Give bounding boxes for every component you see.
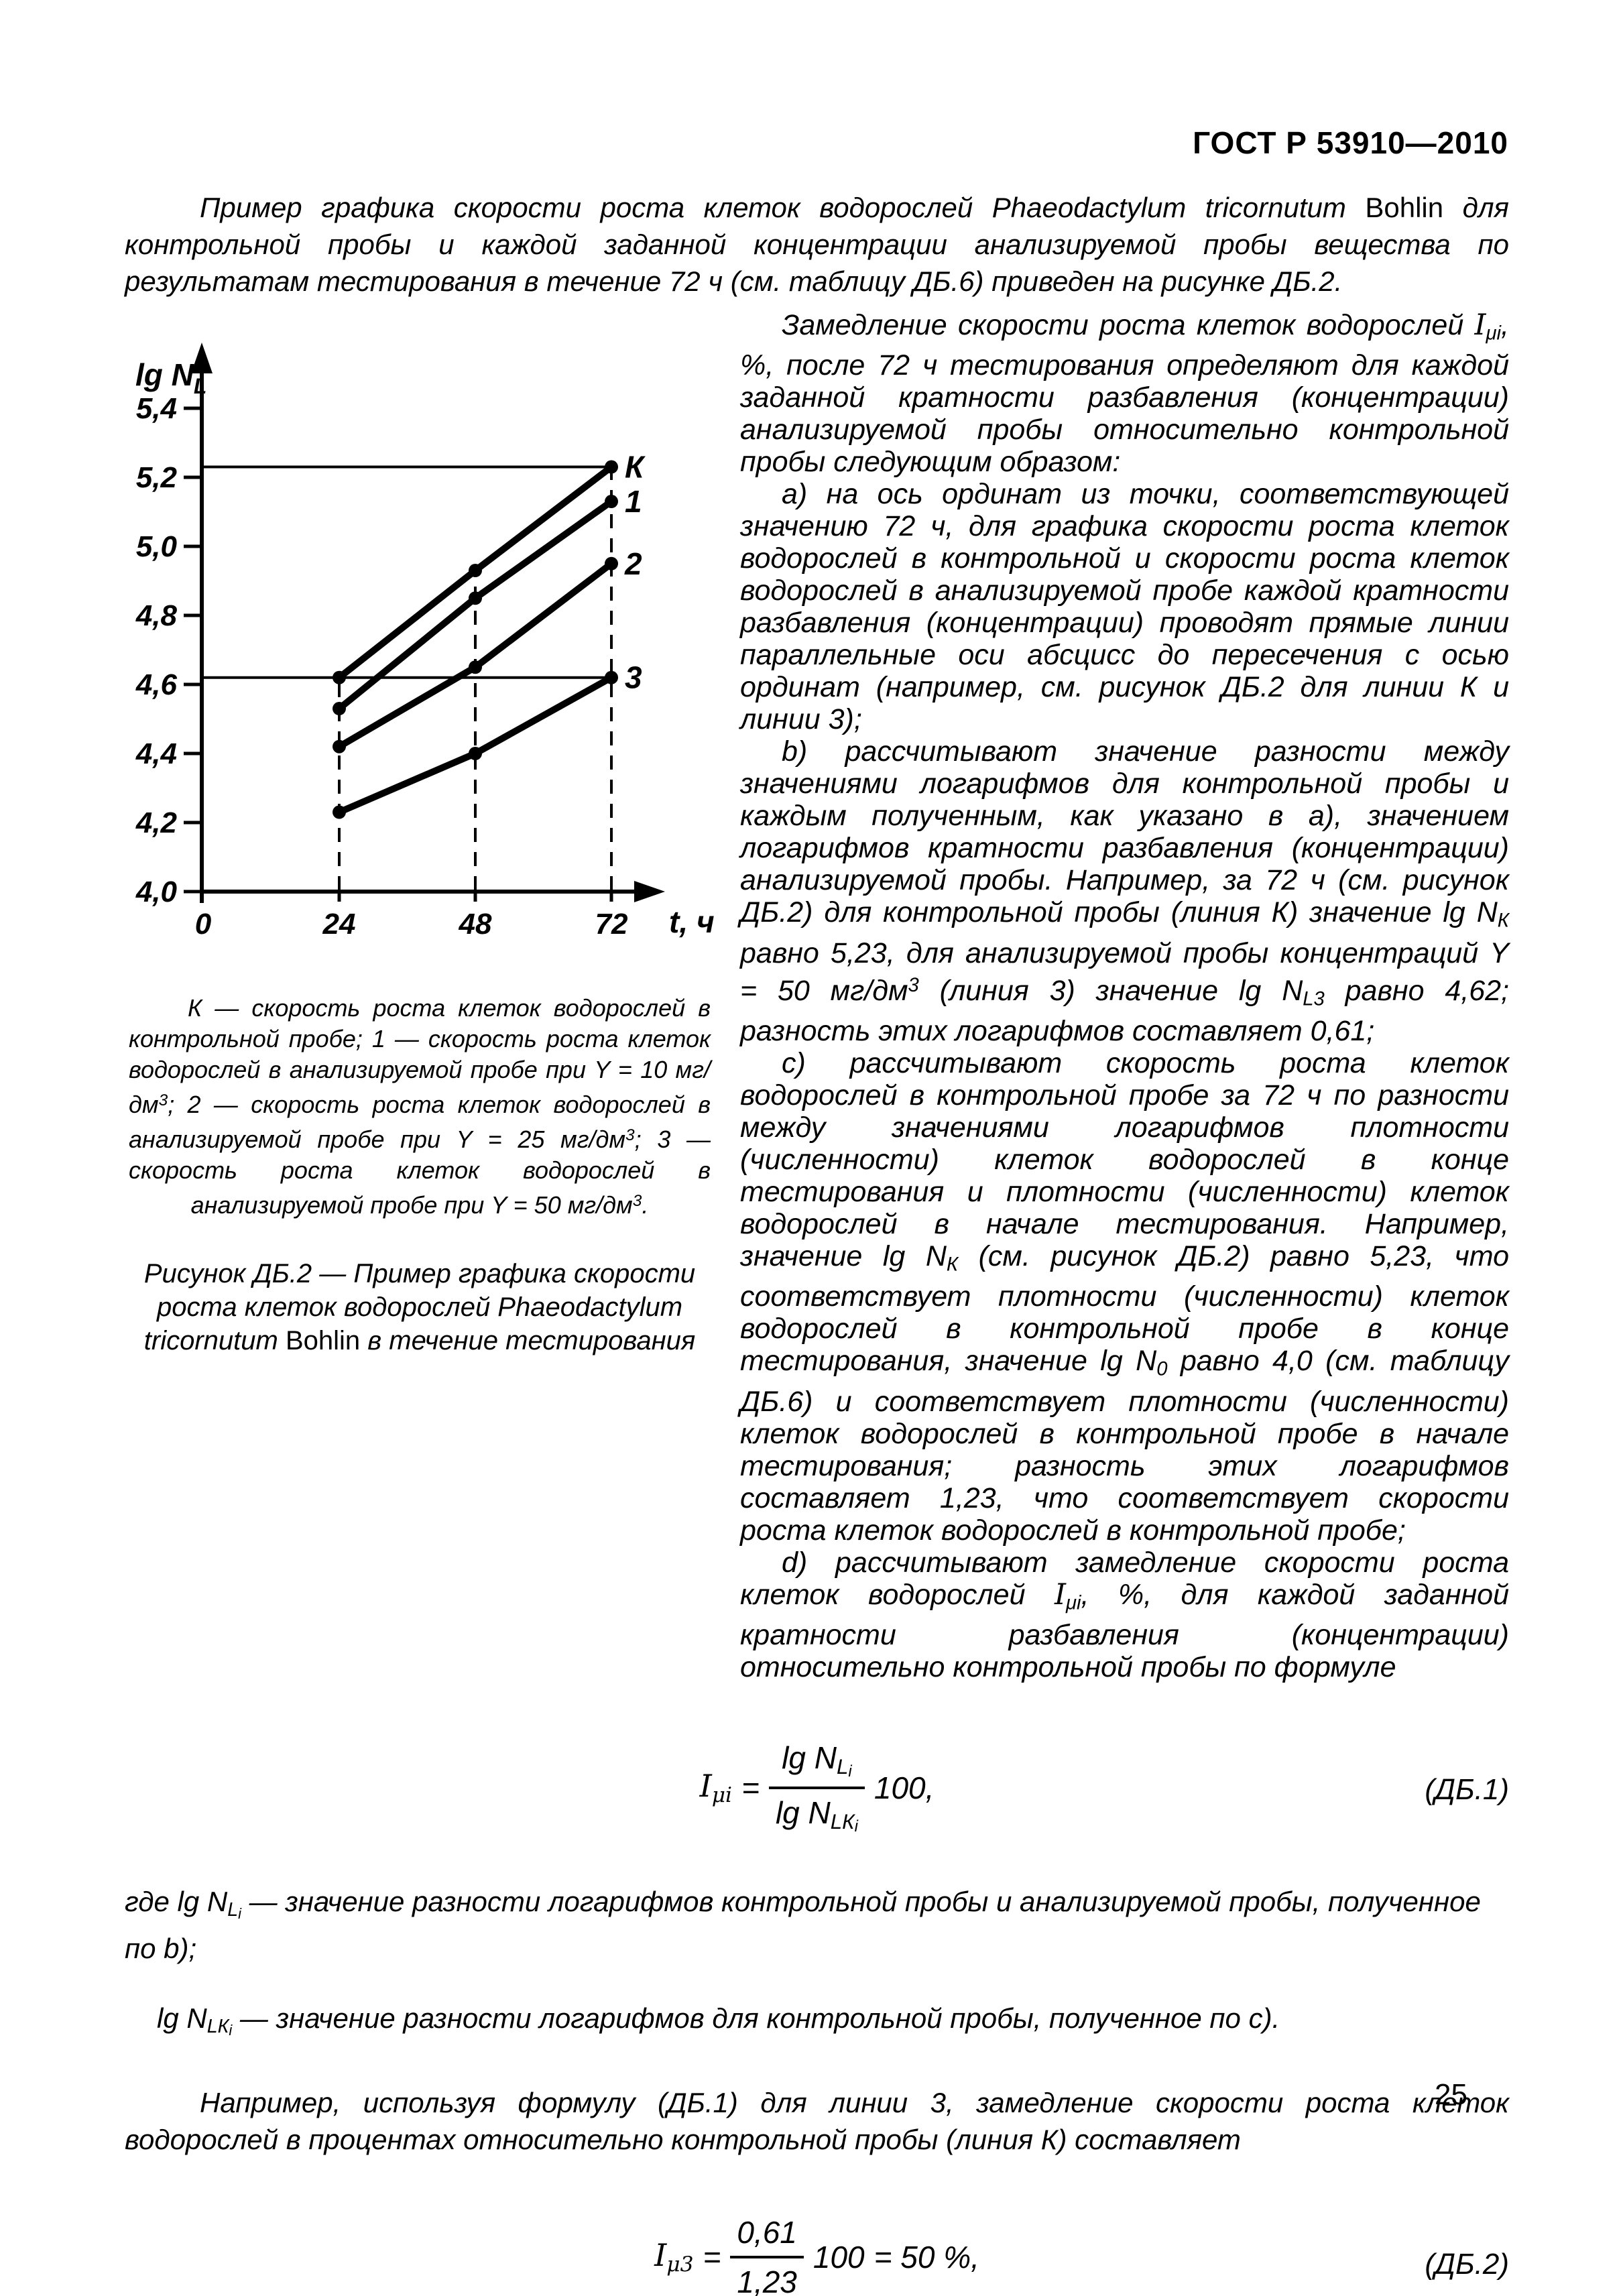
page-header: ГОСТ Р 53910—2010	[125, 125, 1508, 161]
svg-text:4,4: 4,4	[135, 737, 177, 770]
svg-text:0: 0	[195, 908, 212, 941]
formula-db2-body: Iμ3 = 0,61 1,23 100 = 50 %,	[650, 2214, 984, 2296]
svg-text:4,8: 4,8	[135, 599, 178, 632]
page-number: 25	[1435, 2078, 1467, 2111]
example-paragraph: Например, используя формулу (ДБ.1) для л…	[125, 2086, 1509, 2155]
multiplier: 100	[813, 2239, 865, 2275]
formula-db2: Iμ3 = 0,61 1,23 100 = 50 %, (ДБ.2)	[125, 2214, 1509, 2296]
svg-text:t, ч: t, ч	[669, 904, 715, 939]
where-clause-2: lg NLКi — значение разности логарифмов д…	[157, 2002, 1280, 2039]
body-text-column: Замедление скорости роста клеток водорос…	[740, 309, 1509, 1683]
standard-number: ГОСТ Р 53910—2010	[1193, 125, 1508, 160]
figure-caption: Рисунок ДБ.2 — Пример графика скорости р…	[143, 1259, 696, 1356]
chart-legend: К — скорость роста клеток водорослей в к…	[129, 994, 711, 1219]
where-clause-1: где lg NLi — значение разности логарифмо…	[125, 1885, 1481, 1964]
page-content: Пример графика скорости роста клеток вод…	[125, 189, 1509, 2296]
svg-text:72: 72	[595, 908, 628, 941]
svg-text:3: 3	[625, 660, 642, 695]
svg-text:4,0: 4,0	[135, 875, 178, 908]
svg-text:lg NL: lg NL	[135, 357, 206, 398]
paragraph-item-a: a) на ось ординат из точки, соответствую…	[740, 478, 1509, 736]
svg-text:4,2: 4,2	[135, 806, 178, 839]
svg-text:5,0: 5,0	[136, 530, 178, 563]
two-column-section: 5,4 5,2 5,0 4,8 4,6 4,4 4,2 4,0 0 24 48 72 К 1 2 3 lg NL…	[125, 309, 1509, 1683]
svg-text:4,6: 4,6	[135, 668, 178, 701]
paragraph-item-b: b) рассчитывают значение разности между …	[740, 735, 1509, 1048]
formula-db1: Iμi = lg NLi lg NLКi 100, (ДБ.1)	[125, 1740, 1509, 1840]
paragraph-item-d: d) рассчитывают замедление скорости рост…	[740, 1546, 1509, 1683]
multiplier: 100,	[874, 1770, 935, 1805]
equals-sign: =	[741, 1770, 760, 1805]
result: = 50 %,	[874, 2239, 979, 2275]
svg-text:2: 2	[624, 546, 642, 581]
formula-db1-label: (ДБ.1)	[1425, 1772, 1509, 1806]
formula-lhs-symbol: I	[699, 1768, 712, 1805]
formula-db1-body: Iμi = lg NLi lg NLКi 100,	[699, 1740, 935, 1836]
intro-paragraph: Пример графика скорости роста клеток вод…	[125, 192, 1509, 297]
formula2-lhs-symbol: I	[654, 2237, 667, 2274]
fraction: lg NLi lg NLКi	[768, 1740, 865, 1836]
equals-sign: =	[703, 2239, 721, 2275]
svg-text:5,4: 5,4	[136, 392, 177, 425]
fraction-numerator: 0,61	[730, 2214, 804, 2258]
paragraph-item-c: c) рассчитывают скорость роста клеток во…	[740, 1047, 1510, 1547]
figure-block: 5,4 5,2 5,0 4,8 4,6 4,4 4,2 4,0 0 24 48 72 К 1 2 3 lg NL…	[125, 309, 715, 1683]
paragraph-lead: Замедление скорости роста клеток водорос…	[740, 308, 1509, 479]
svg-text:48: 48	[459, 908, 492, 941]
fraction: 0,61 1,23	[730, 2214, 804, 2296]
fraction-denominator: 1,23	[737, 2264, 797, 2296]
growth-chart: 5,4 5,2 5,0 4,8 4,6 4,4 4,2 4,0 0 24 48 72 К1 2 3 lg NL…	[135, 343, 715, 941]
svg-text:К: К	[625, 450, 646, 485]
svg-text:5,2: 5,2	[136, 461, 178, 494]
fraction-numerator: lg NLi	[768, 1740, 865, 1789]
formula-db2-label: (ДБ.2)	[1425, 2247, 1509, 2281]
fraction-denominator: lg NLКi	[775, 1795, 858, 1835]
svg-text:1: 1	[625, 484, 642, 519]
svg-text:24: 24	[322, 908, 356, 941]
